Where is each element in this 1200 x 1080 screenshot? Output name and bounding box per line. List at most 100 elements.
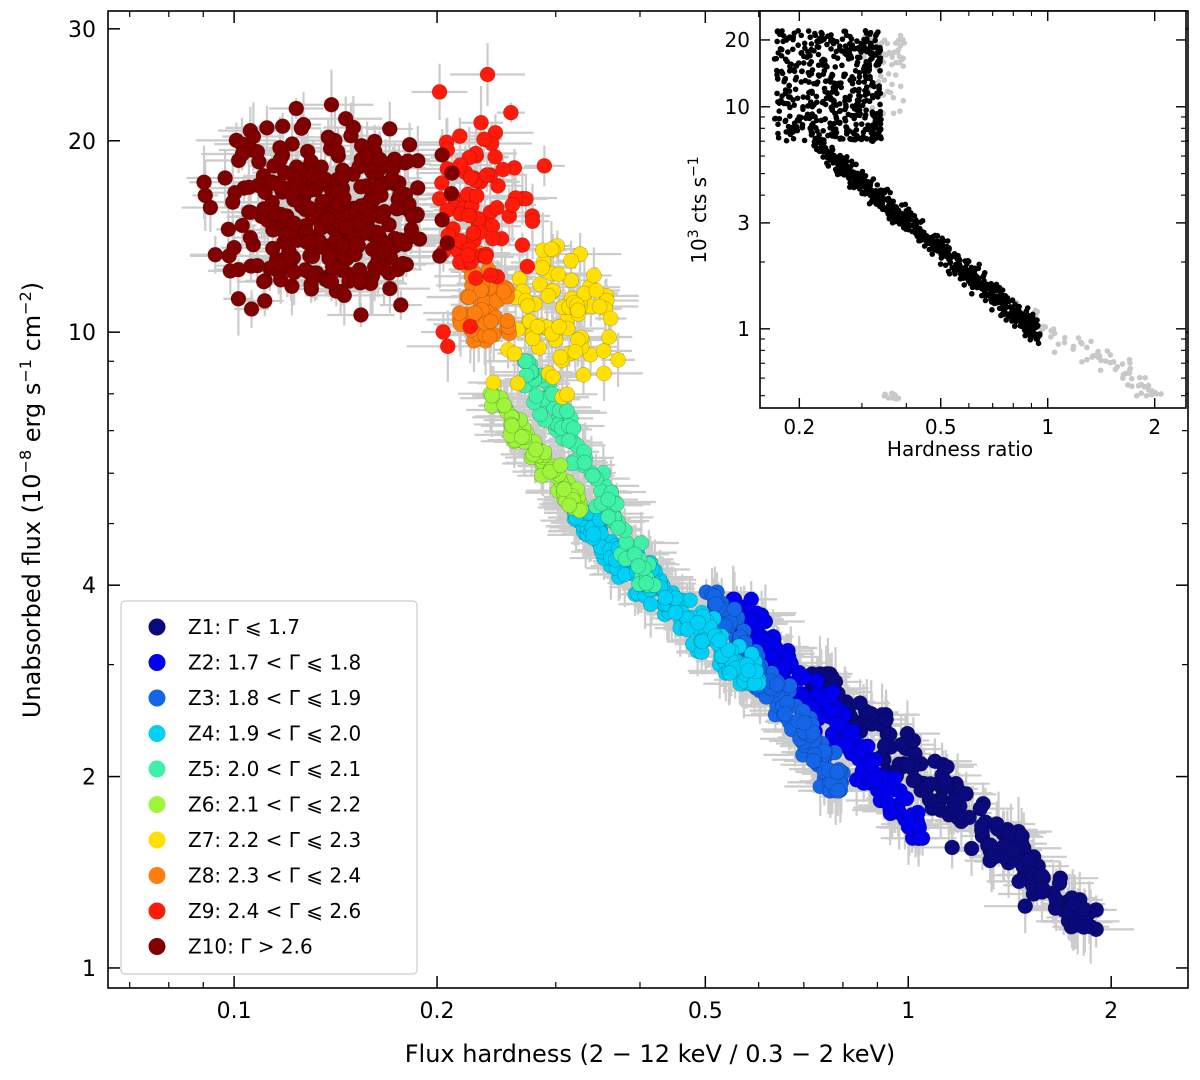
data-point-z1 (958, 786, 974, 802)
inset-point-excluded (889, 81, 895, 88)
inset-point-selected (876, 83, 882, 89)
inset-point-excluded (1142, 374, 1149, 381)
legend-label-z8: Z8: 2.3 < Γ ⩽ 2.4 (188, 864, 361, 888)
data-point-z10 (341, 273, 357, 289)
legend-marker-z8 (148, 867, 166, 884)
data-point-z4 (690, 614, 706, 631)
inset-point-excluded (892, 40, 899, 46)
inset-point-selected (849, 103, 856, 109)
data-point-z9 (439, 338, 456, 355)
data-point-z1 (900, 757, 916, 774)
inset-point-excluded (900, 37, 906, 43)
inset-point-excluded (1158, 391, 1164, 397)
inset-point-selected (878, 135, 884, 142)
inset-point-selected (870, 94, 876, 101)
data-point-z7 (588, 282, 605, 299)
inset-point-excluded (885, 395, 892, 401)
data-point-z10 (288, 100, 305, 117)
data-point-z10 (230, 290, 247, 307)
data-point-z5 (610, 520, 626, 536)
inset-point-excluded (1034, 308, 1041, 315)
inset-point-selected (786, 68, 793, 74)
data-point-z2 (829, 716, 845, 733)
legend-label-z10: Z10: Γ > 2.6 (188, 935, 313, 959)
inset-point-selected (792, 86, 799, 93)
data-point-z10 (439, 235, 456, 251)
inset-point-selected (833, 48, 840, 55)
inset-point-selected (815, 51, 822, 58)
data-point-z7 (570, 302, 586, 319)
inset-point-selected (854, 107, 860, 113)
inset-point-selected (862, 28, 869, 34)
inset-point-selected (836, 43, 843, 49)
inset-point-selected (803, 114, 809, 121)
data-point-z7 (551, 318, 567, 335)
inset-point-selected (800, 106, 806, 113)
data-point-z1 (1075, 919, 1092, 935)
inset-point-selected (827, 125, 833, 131)
inset-point-excluded (1143, 392, 1150, 399)
inset-point-selected (866, 98, 873, 105)
inset-point-selected (779, 28, 785, 34)
inset-point-selected (774, 28, 781, 34)
main-x-axis-label: Flux hardness (2 − 12 keV / 0.3 − 2 keV) (405, 1040, 896, 1068)
data-point-z2 (837, 736, 854, 752)
data-point-z10 (245, 128, 262, 145)
data-point-z2 (823, 702, 839, 719)
data-point-z10 (411, 231, 428, 247)
inset-point-selected (842, 43, 849, 49)
inset-point-selected (863, 107, 870, 113)
inset-point-selected (811, 48, 817, 54)
data-point-z10 (256, 293, 273, 309)
inset-point-selected (783, 137, 790, 144)
inset-point-selected (833, 38, 840, 45)
inset-point-selected (873, 135, 880, 141)
inset-point-selected (808, 122, 815, 128)
inset-point-selected (839, 62, 845, 69)
data-point-z5 (560, 432, 577, 449)
inset-point-excluded (897, 108, 903, 114)
x-tick-label: 2 (1104, 999, 1118, 1024)
inset-data-points (771, 28, 1164, 402)
inset-point-selected (847, 180, 853, 186)
inset-point-selected (786, 113, 793, 120)
data-point-z1 (878, 711, 894, 728)
inset-point-selected (828, 38, 834, 44)
data-point-z7 (591, 298, 608, 315)
data-point-z9 (482, 267, 499, 283)
data-point-z10 (224, 194, 241, 210)
inset-point-selected (822, 78, 829, 85)
inset-point-excluded (881, 77, 888, 83)
inset-point-excluded (1110, 359, 1117, 365)
data-point-z7 (567, 343, 584, 360)
inset-point-selected (872, 117, 879, 124)
inset-point-selected (836, 108, 843, 115)
inset-point-excluded (1127, 365, 1134, 372)
inset-point-selected (775, 121, 781, 128)
data-point-z10 (302, 234, 318, 250)
data-point-z9 (487, 149, 503, 165)
inset-point-selected (785, 49, 791, 55)
data-point-z10 (329, 143, 346, 160)
data-point-z9 (490, 178, 506, 194)
data-point-z10 (444, 165, 460, 181)
data-point-z10 (249, 144, 266, 160)
data-point-z6 (552, 457, 569, 474)
inset-point-excluded (890, 94, 897, 101)
inset-point-selected (790, 36, 796, 43)
data-point-z10 (234, 217, 251, 234)
data-point-z6 (484, 387, 500, 404)
data-point-z3 (726, 601, 743, 617)
inset-point-selected (854, 132, 860, 139)
data-point-z10 (272, 272, 289, 288)
data-point-z3 (805, 724, 821, 741)
inset-point-selected (836, 100, 843, 107)
data-point-z9 (514, 237, 531, 253)
data-point-z1 (939, 759, 955, 775)
x-tick-label: 0.2 (420, 999, 455, 1024)
data-point-z5 (585, 467, 601, 484)
inset-point-selected (842, 50, 848, 57)
data-point-z7 (532, 276, 548, 293)
inset-point-excluded (1135, 382, 1142, 389)
